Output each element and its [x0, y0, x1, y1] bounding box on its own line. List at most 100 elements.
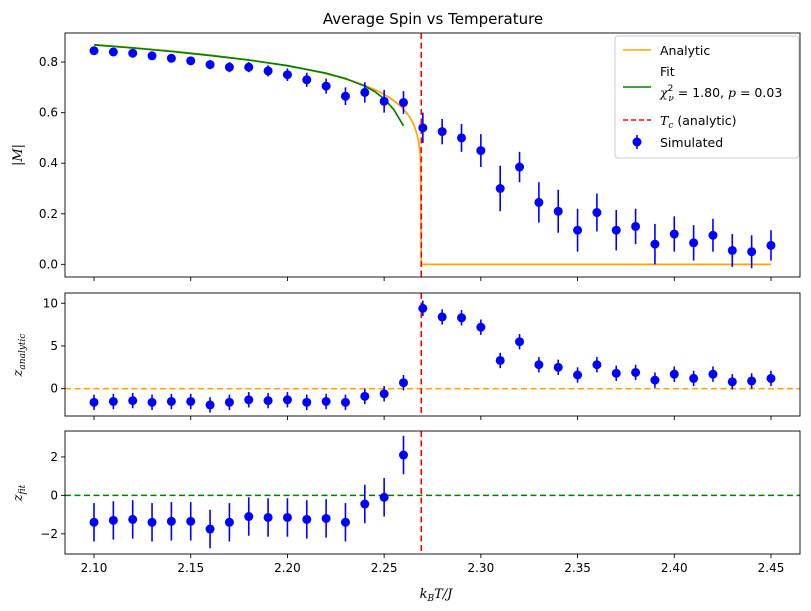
series-line-fit: [93, 44, 405, 127]
data-point: [611, 368, 621, 378]
data-point: [340, 517, 350, 527]
legend-simulated-label: Simulated: [660, 135, 723, 150]
x-tick-label: 2.45: [758, 561, 785, 575]
data-point: [708, 369, 718, 379]
data-point: [727, 245, 737, 255]
data-point: [205, 524, 215, 534]
data-point: [534, 197, 544, 207]
data-point: [244, 512, 254, 522]
y-tick-label: 0.6: [39, 106, 58, 120]
data-point: [302, 75, 312, 85]
y-tick-label: −2: [40, 527, 58, 541]
data-point: [147, 397, 157, 407]
data-point: [321, 513, 331, 523]
data-point: [553, 362, 563, 372]
x-tick-label: 2.35: [564, 561, 591, 575]
data-point: [89, 517, 99, 527]
data-point: [340, 397, 350, 407]
y-tick-label: 2: [50, 450, 58, 464]
data-point: [263, 66, 273, 76]
data-point: [727, 377, 737, 387]
data-point: [147, 517, 157, 527]
y-tick-label: 0.8: [39, 55, 58, 69]
data-point: [321, 396, 331, 406]
data-point: [166, 53, 176, 63]
data-point: [166, 396, 176, 406]
x-tick-label: 2.10: [81, 561, 108, 575]
data-point: [689, 238, 699, 248]
data-point: [573, 370, 583, 380]
axes-frame: [64, 32, 801, 278]
data-point: [495, 355, 505, 365]
data-point: [766, 240, 776, 250]
data-point: [205, 400, 215, 410]
data-point: [186, 516, 196, 526]
y-tick-label: 0.4: [39, 156, 58, 170]
legend: Analytic Fit χ2 ν = 1.80, p = 0.03 Tc (an…: [614, 35, 800, 159]
data-point: [592, 208, 602, 218]
data-point: [631, 367, 641, 377]
plot-area: [65, 431, 800, 554]
data-point: [108, 515, 118, 525]
legend-simulated-swatch: [632, 135, 642, 149]
data-point: [128, 396, 138, 406]
y-tick-label: 10: [43, 296, 58, 310]
legend-analytic-label: Analytic: [660, 43, 710, 58]
data-point: [205, 60, 215, 70]
data-point: [437, 312, 447, 322]
data-point: [534, 360, 544, 370]
data-point: [89, 397, 99, 407]
x-tick-label: 2.15: [177, 561, 204, 575]
y-tick-label: 0: [50, 382, 58, 396]
data-point: [224, 517, 234, 527]
data-point: [457, 133, 467, 143]
data-point: [282, 70, 292, 80]
data-point: [89, 46, 99, 56]
data-point: [476, 146, 486, 156]
data-point: [224, 62, 234, 72]
data-point: [321, 81, 331, 91]
chart-title: Average Spin vs Temperature: [323, 10, 543, 28]
data-point: [650, 239, 660, 249]
data-point: [476, 322, 486, 332]
data-point: [515, 337, 525, 347]
data-point: [611, 225, 621, 235]
data-point: [689, 373, 699, 383]
data-point: [302, 514, 312, 524]
data-point: [766, 373, 776, 383]
data-point: [166, 516, 176, 526]
data-point: [282, 512, 292, 522]
data-point: [224, 397, 234, 407]
y-tick-label: 5: [50, 339, 58, 353]
x-tick-label: 2.40: [661, 561, 688, 575]
x-axis-label: kBT/J: [420, 587, 454, 604]
x-tick-label: 2.25: [371, 561, 398, 575]
data-point: [244, 62, 254, 72]
plot-area: [65, 293, 800, 416]
data-point: [457, 313, 467, 323]
middle-panel-z-analytic: 0 5 10: [43, 292, 801, 420]
data-point: [398, 450, 408, 460]
data-point: [282, 395, 292, 405]
x-tick-label: 2.20: [274, 561, 301, 575]
data-point: [108, 396, 118, 406]
data-point: [379, 96, 389, 106]
legend-simulated-marker: [632, 137, 642, 147]
data-point: [631, 221, 641, 231]
data-point: [747, 376, 757, 386]
data-point: [495, 184, 505, 194]
data-point: [263, 396, 273, 406]
data-point: [379, 492, 389, 502]
data-point: [418, 303, 428, 313]
data-point: [263, 512, 273, 522]
data-point: [437, 127, 447, 137]
bottom-panel-z-fit: −2 0 2 2.10 2.15 2.20 2.25 2.30 2.35 2.40 2.45: [40, 430, 801, 575]
y-axis-label-magnetization: |M|: [11, 144, 26, 166]
data-point: [418, 123, 428, 133]
data-point: [708, 230, 718, 240]
data-point: [669, 229, 679, 239]
x-tick-label: 2.30: [467, 561, 494, 575]
legend-fit-label: Fit: [660, 64, 675, 79]
data-point: [650, 375, 660, 385]
